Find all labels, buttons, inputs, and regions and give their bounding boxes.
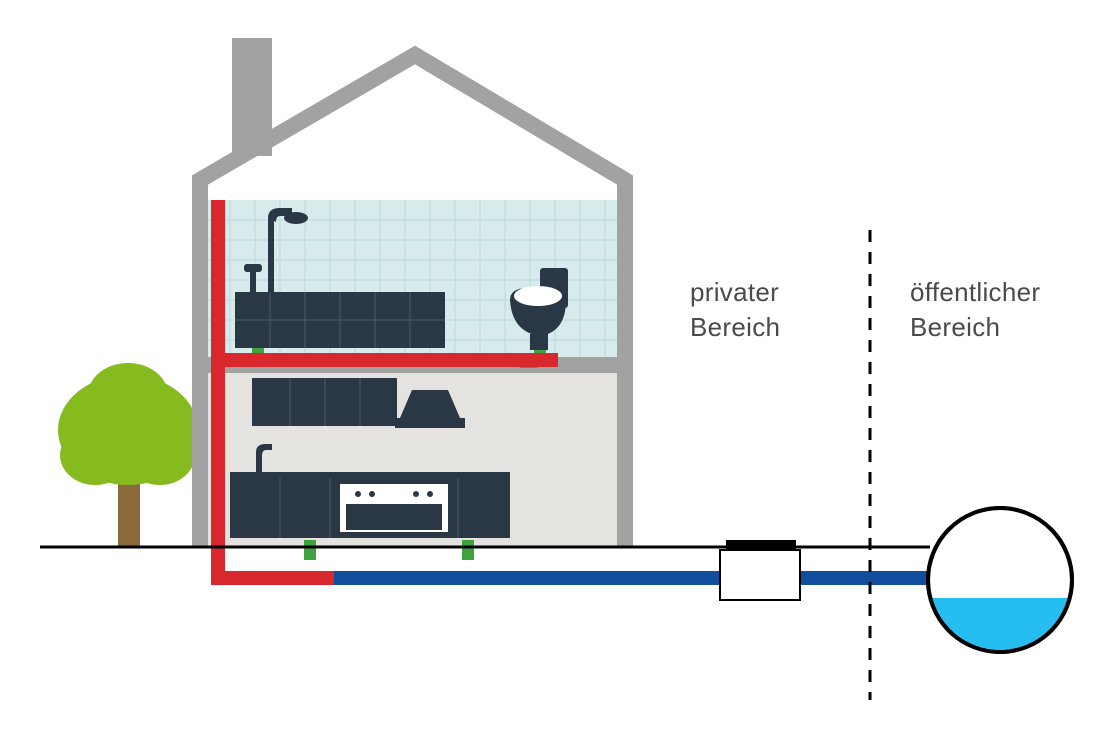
tree-icon xyxy=(58,363,198,548)
sewer-main-icon xyxy=(928,508,1072,658)
diagram-svg xyxy=(0,0,1112,746)
label-private-line2: Bereich xyxy=(690,312,780,342)
label-public-line1: öffentlicher xyxy=(910,277,1040,307)
label-private-line1: privater xyxy=(690,277,779,307)
label-public-line2: Bereich xyxy=(910,312,1000,342)
diagram-stage: privater Bereich öffentlicher Bereich xyxy=(0,0,1112,746)
inspection-chamber-icon xyxy=(720,540,800,600)
label-public: öffentlicher Bereich xyxy=(910,275,1040,345)
label-private: privater Bereich xyxy=(690,275,780,345)
